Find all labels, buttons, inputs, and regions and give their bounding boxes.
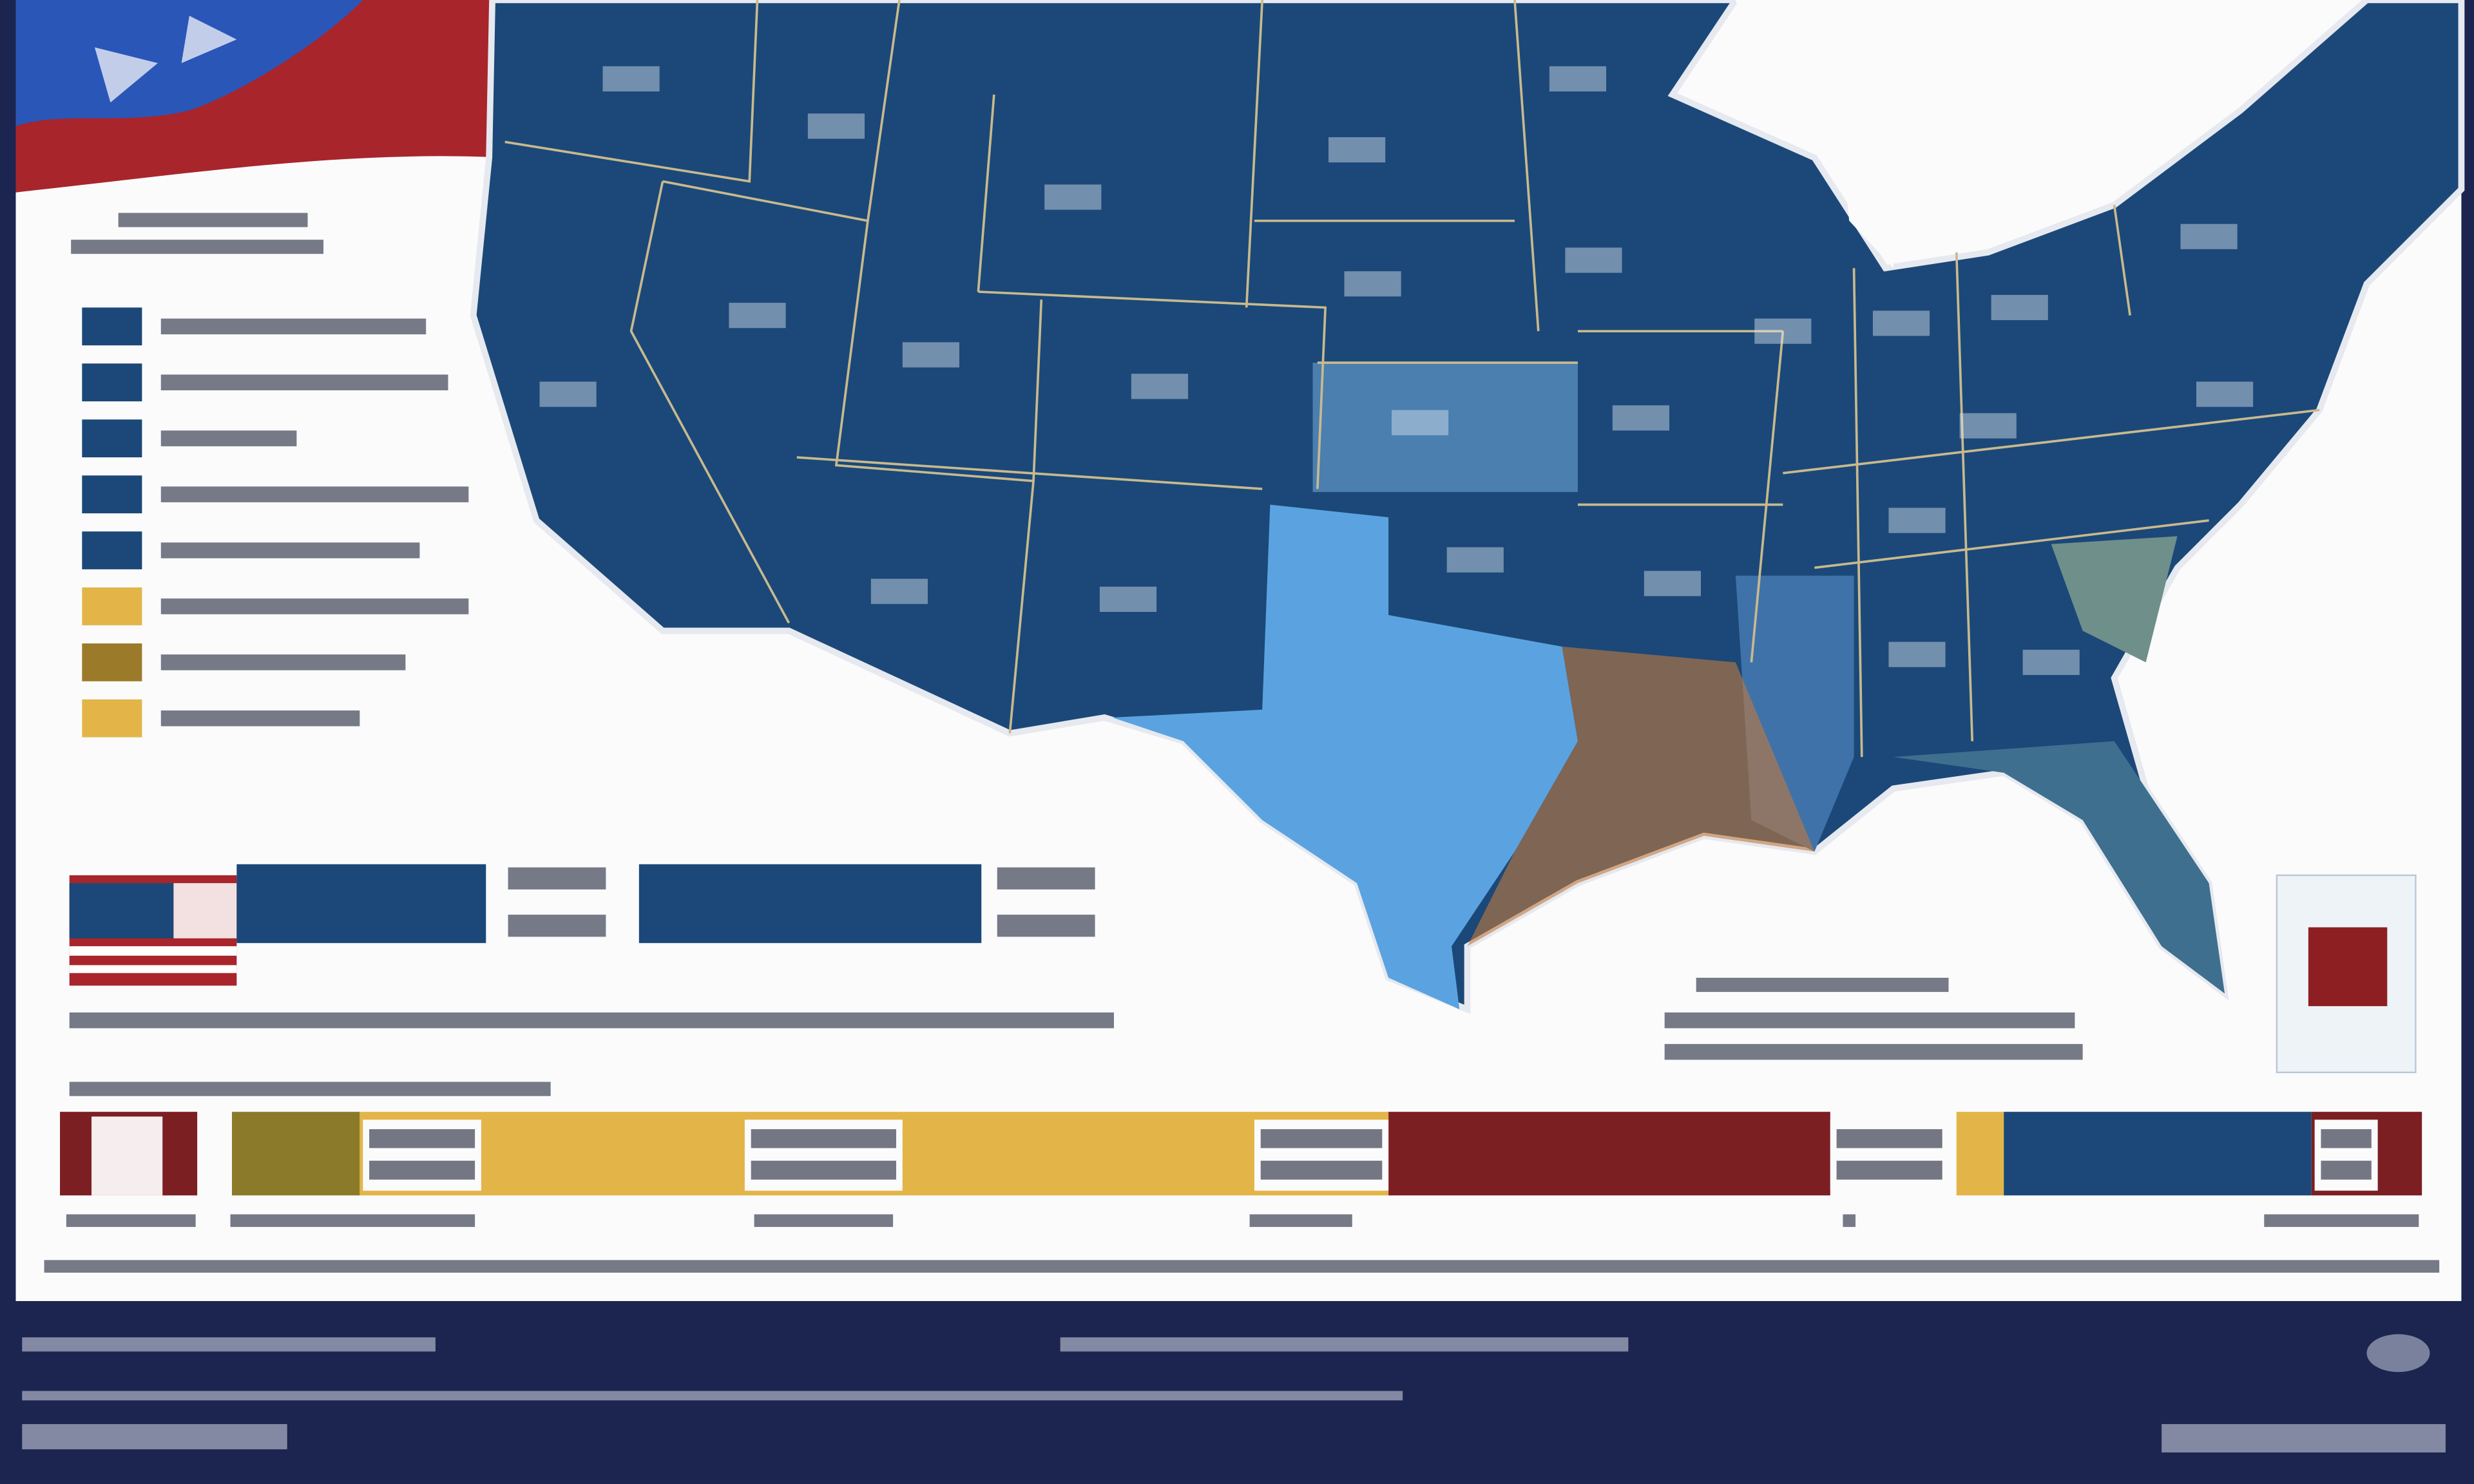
timeline-label-text — [751, 1129, 897, 1148]
lakes-east — [2004, 0, 2241, 221]
state-border — [796, 456, 1263, 490]
timeline-segment — [2004, 1112, 2312, 1195]
state-label — [1328, 137, 1386, 163]
map-inset — [1664, 874, 2417, 1074]
state-label — [1392, 410, 1449, 435]
timeline-label-text — [369, 1161, 475, 1180]
timeline — [60, 1112, 2422, 1195]
state-label — [729, 303, 786, 328]
timeline-title — [69, 1081, 551, 1096]
state-border — [1852, 268, 1863, 757]
state-border — [1245, 0, 1264, 308]
state-border — [2113, 205, 2131, 316]
gulf-pattern — [1467, 646, 1815, 947]
state-label — [1872, 310, 1930, 336]
state-label — [902, 342, 959, 368]
timeline-axis — [44, 1214, 2440, 1273]
carolina-pattern — [2051, 536, 2178, 663]
state-label — [602, 66, 660, 92]
legend-swatch — [82, 643, 142, 681]
state-label — [1565, 247, 1622, 273]
state-border — [1032, 300, 1043, 481]
state-label — [1549, 66, 1607, 92]
timeline-flag — [91, 1116, 163, 1195]
state-label — [1044, 184, 1102, 210]
state-label — [2022, 649, 2080, 675]
caption — [69, 1012, 1114, 1029]
comparison-bar — [236, 864, 486, 944]
timeline-label-text — [1260, 1161, 1383, 1180]
timeline-label-text — [2321, 1129, 2372, 1148]
legend-text — [160, 318, 427, 335]
legend-swatch — [82, 587, 142, 625]
legend-text — [160, 430, 297, 446]
state-border — [978, 290, 1327, 490]
state-label — [1344, 271, 1401, 297]
timeline-label-text — [1836, 1129, 1942, 1148]
legend-swatch — [82, 531, 142, 569]
state-label — [807, 113, 865, 139]
comparison-values — [508, 867, 1095, 937]
state-border — [977, 94, 995, 292]
us-map — [470, 0, 2465, 1014]
legend-swatch — [82, 419, 142, 458]
legend-title — [71, 213, 324, 254]
state-label — [1446, 547, 1504, 573]
state-label — [1888, 508, 1946, 533]
lake-michigan — [1838, 94, 1902, 269]
state-label — [870, 578, 928, 604]
lake-superior — [1735, 0, 1894, 63]
timeline-label-text — [1260, 1129, 1383, 1148]
timeline-segment — [232, 1112, 360, 1195]
comparison-bars — [236, 864, 982, 944]
timeline-label-text — [1836, 1161, 1942, 1180]
legend-text — [160, 598, 469, 614]
kansas — [1312, 363, 1578, 492]
state-border — [1814, 519, 2209, 569]
florida — [1893, 741, 2225, 994]
legend-swatch — [82, 699, 142, 737]
legend-swatch — [82, 475, 142, 513]
comparison-flag — [69, 875, 237, 986]
timeline-label-text — [369, 1129, 475, 1148]
state-label — [1099, 586, 1157, 613]
state-border — [1513, 0, 1540, 332]
state-label — [2180, 224, 2238, 249]
state-label — [1754, 318, 1812, 344]
state-label — [1959, 413, 2017, 439]
state-border — [1783, 408, 2320, 475]
state-border — [629, 181, 791, 624]
legend-text — [160, 710, 360, 727]
state-label — [1612, 405, 1670, 431]
timeline-label-text — [751, 1161, 897, 1180]
legend-text — [160, 542, 420, 558]
legend-swatch — [82, 363, 142, 402]
state-border — [504, 0, 759, 183]
state-label — [539, 381, 597, 407]
comparison-bar — [638, 864, 982, 944]
state-label — [1131, 374, 1189, 399]
legend-text — [160, 374, 448, 390]
footer — [22, 1334, 2446, 1453]
timeline-segment — [1388, 1112, 1830, 1195]
state-label — [2196, 381, 2254, 407]
timeline-label-text — [2321, 1161, 2372, 1180]
state-border — [1750, 331, 1785, 663]
state-label — [1991, 294, 2048, 321]
flag-banner — [15, 0, 521, 193]
state-border — [1955, 252, 1974, 741]
state-border — [834, 220, 1035, 734]
state-label — [1888, 642, 1946, 667]
legend-text — [160, 486, 469, 502]
legend-swatch — [82, 307, 142, 346]
legend-text — [160, 654, 406, 671]
state-label — [1644, 571, 1701, 596]
texas — [1112, 504, 1578, 1010]
timeline-segment — [1956, 1112, 2004, 1195]
legend — [82, 307, 469, 737]
